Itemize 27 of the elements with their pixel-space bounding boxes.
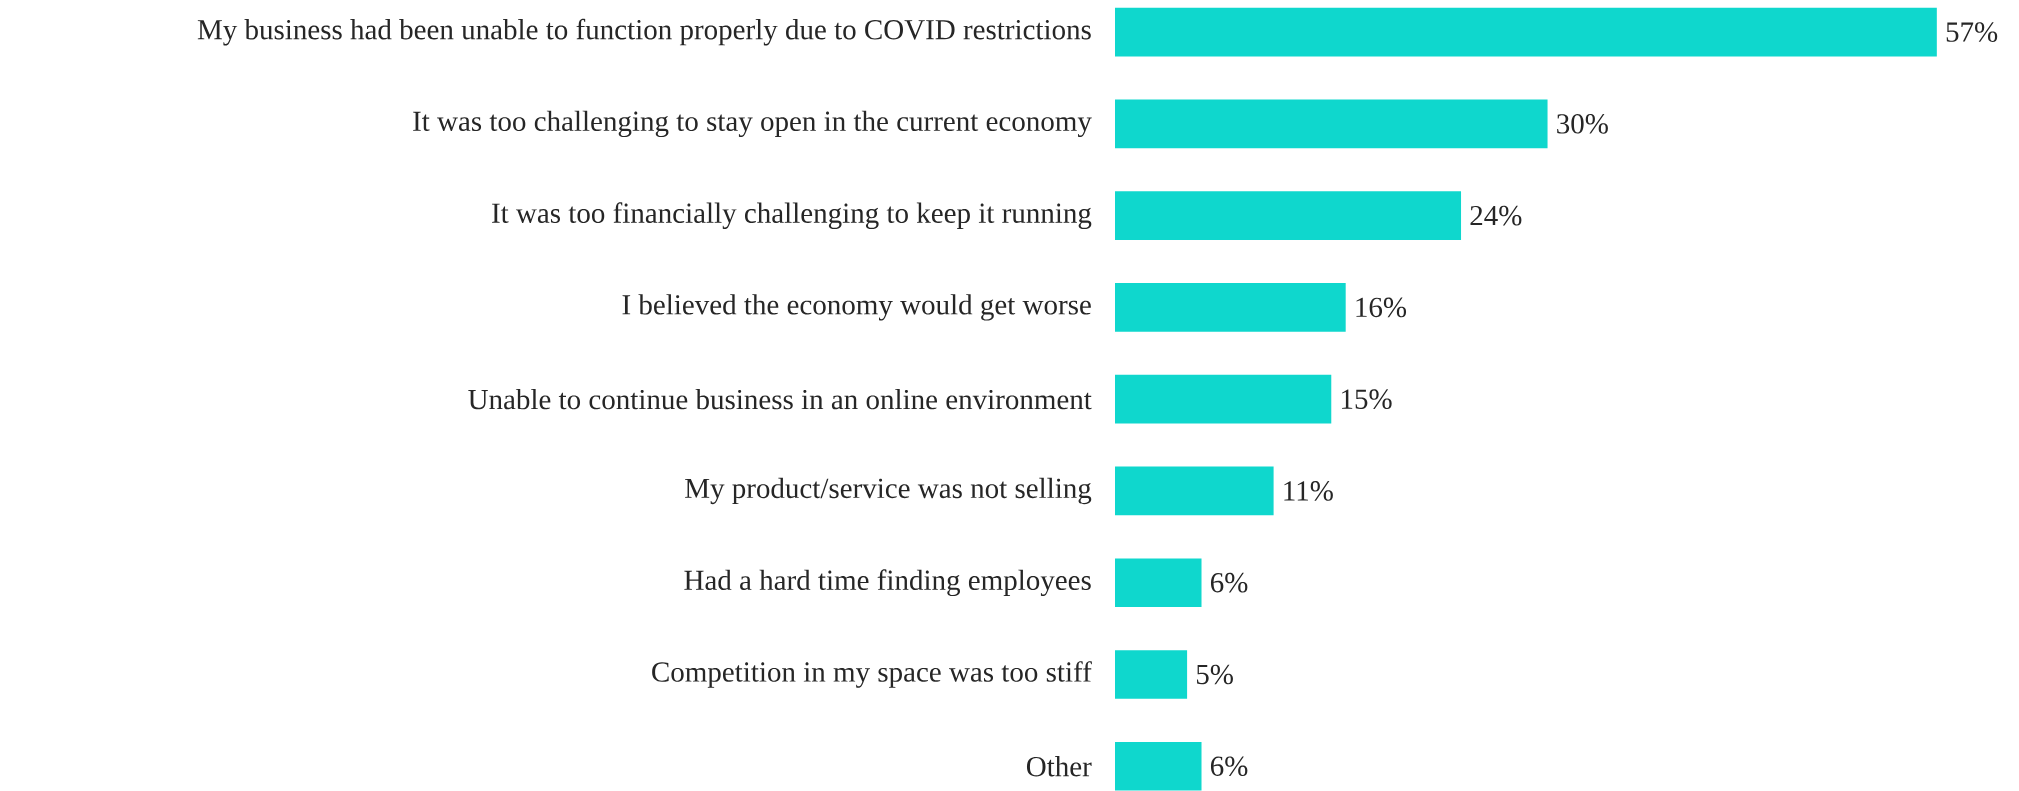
y-tick-label: I believed the economy would get worse: [622, 294, 1091, 321]
bar: [1115, 650, 1188, 699]
bar: [1115, 283, 1346, 332]
bar: [1115, 466, 1274, 516]
y-tick-label: My business had been unable to function properly due to COVID restrictions: [197, 18, 1091, 46]
bar: [1115, 99, 1548, 149]
data-label: 24%: [1470, 205, 1522, 226]
data-label: 30%: [1557, 114, 1608, 134]
bar: [1115, 191, 1462, 240]
y-tick-label: It was too challenging to stay open in the current economy: [413, 110, 1092, 138]
data-label: 16%: [1356, 297, 1407, 318]
bar: [1115, 558, 1202, 608]
y-tick-label: Had a hard time finding employees: [684, 569, 1091, 597]
data-label: 6%: [1210, 572, 1248, 593]
y-tick-label: My product/service was not selling: [685, 477, 1092, 505]
y-tick-label: It was too financially challenging to keep it running: [492, 202, 1092, 229]
y-tick-label: Competition in my space was too stiff: [652, 661, 1092, 688]
y-tick-label: Other: [1026, 756, 1092, 777]
bar: [1115, 374, 1332, 424]
data-label: 15%: [1342, 389, 1392, 409]
data-label: 5%: [1196, 664, 1233, 685]
y-tick-label: Unable to continue business in an online environment: [468, 388, 1092, 410]
data-label: 57%: [1946, 22, 1998, 42]
bar: [1115, 7, 1937, 57]
bar: [1115, 741, 1202, 791]
data-label: 6%: [1210, 756, 1248, 777]
data-label: 11%: [1284, 481, 1333, 501]
